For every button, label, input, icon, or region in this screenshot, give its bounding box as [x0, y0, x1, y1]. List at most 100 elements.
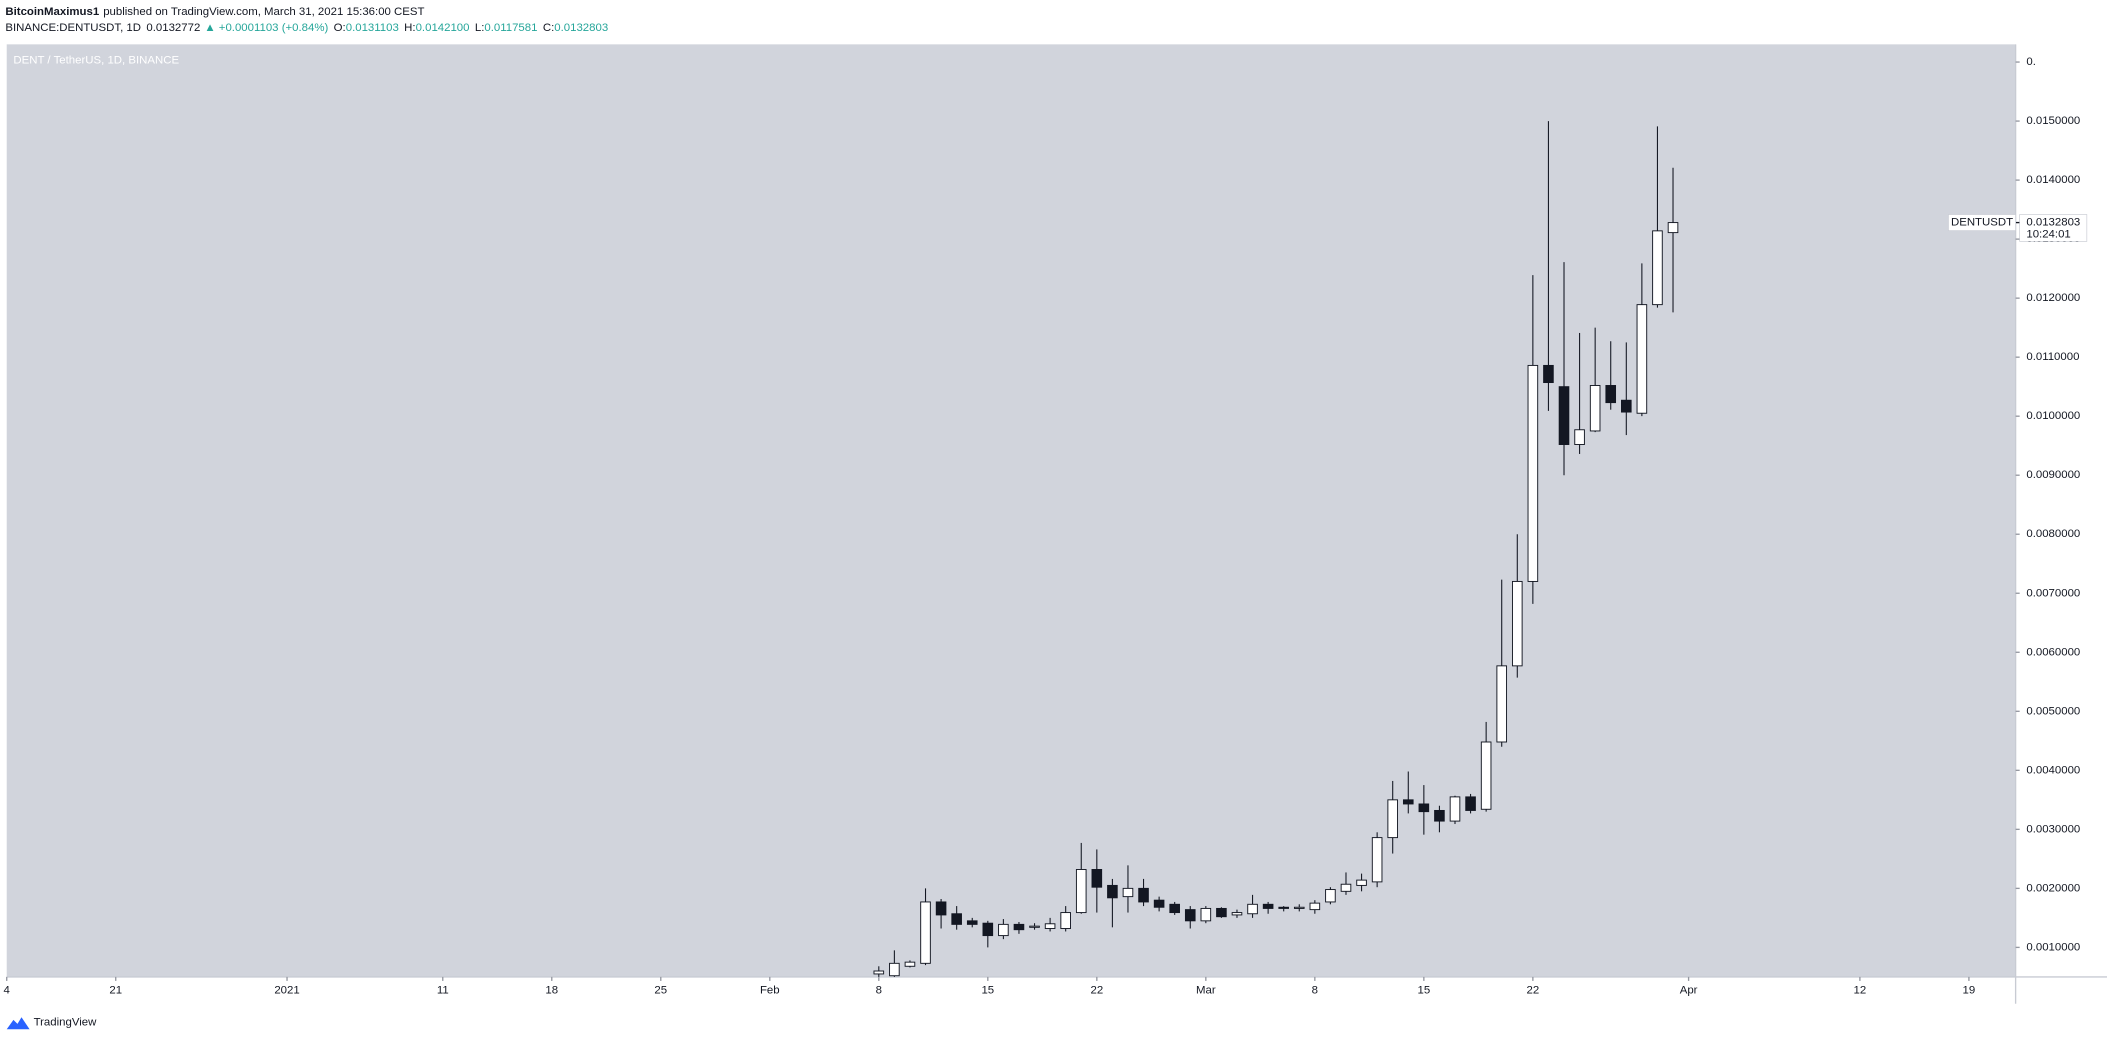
candle-up — [889, 962, 900, 977]
price-tag-value: 0.0132803 — [2026, 217, 2080, 229]
x-tick-label: 2021 — [274, 984, 299, 996]
candle-up — [1356, 879, 1367, 886]
y-tick-label: 0.0080000 — [2026, 528, 2080, 540]
candle-up — [998, 923, 1009, 937]
x-tick-label: 8 — [876, 984, 882, 996]
x-tick-label: 18 — [545, 984, 558, 996]
brand[interactable]: TradingView — [34, 1017, 98, 1029]
candle-up — [1231, 912, 1243, 916]
x-tick-label: 11 — [437, 984, 449, 996]
x-tick-label: Feb — [760, 984, 780, 996]
candle-up — [1044, 923, 1056, 929]
candle-down — [1605, 385, 1617, 404]
candle-down — [935, 901, 947, 916]
candle-up — [1636, 304, 1648, 414]
symbol-line: BINANCE:DENTUSDT, 1D 0.0132772 ▲ +0.000110… — [5, 22, 608, 34]
y-tick-label: 0.0020000 — [2026, 882, 2080, 894]
candle-up — [904, 961, 916, 967]
currency[interactable]: USDT — [2044, 53, 2075, 65]
author[interactable]: BitcoinMaximus1 — [5, 6, 99, 18]
x-tick-label: 4 — [4, 984, 11, 996]
x-tick-label: 12 — [1854, 984, 1867, 996]
last-price: 0.0132772 — [146, 22, 200, 34]
candle-down — [1013, 923, 1025, 931]
candle-down — [1278, 906, 1289, 909]
candle-down — [1091, 869, 1103, 888]
x-tick-label: 21 — [109, 984, 122, 996]
y-tick-label: 0.0140000 — [2026, 174, 2080, 186]
candle-up — [1527, 364, 1539, 582]
candle-up — [1200, 907, 1212, 922]
ohlc-label: L: — [475, 22, 485, 34]
candle-up — [1574, 429, 1585, 445]
x-tick-label: 22 — [1527, 984, 1540, 996]
candle-up — [1371, 837, 1383, 883]
candle-down — [951, 913, 962, 925]
candle-down — [1558, 386, 1570, 445]
candle-down — [982, 922, 994, 937]
price-tag-countdown: 10:24:01 — [2026, 229, 2070, 241]
candle-down — [1621, 399, 1632, 413]
x-tick-label: 15 — [1418, 984, 1431, 996]
candle-up — [873, 970, 885, 975]
y-tick-label: 0.0050000 — [2026, 705, 2080, 717]
ohlc-value: 0.0132803 — [554, 22, 608, 34]
candle-down — [1184, 909, 1196, 922]
candles — [873, 121, 1679, 977]
candle-up — [1325, 889, 1336, 903]
candle-down — [1169, 903, 1180, 914]
x-tick-label: 8 — [1312, 984, 1318, 996]
candle-up — [1480, 741, 1492, 810]
x-tick-label: 22 — [1090, 984, 1103, 996]
y-tick-label: 0.0100000 — [2026, 410, 2080, 422]
candle-down — [1418, 803, 1430, 813]
ohlc-value: 0.0117581 — [484, 22, 537, 34]
publish-line: BitcoinMaximus1 published on TradingView.… — [5, 6, 424, 18]
candle-up — [1309, 902, 1321, 911]
candle-down — [1138, 887, 1149, 903]
y-tick-label: 0.0040000 — [2026, 764, 2080, 776]
y-tick-label: 0.0150000 — [2026, 115, 2080, 127]
logo — [6, 1017, 30, 1030]
x-tick-label: Mar — [1196, 984, 1216, 996]
price-tag — [2019, 214, 2088, 242]
logo-mark — [6, 1017, 30, 1030]
plot-area — [6, 44, 2016, 977]
symbol: BINANCE:DENTUSDT, 1D — [5, 22, 141, 34]
candle-down — [1543, 364, 1554, 384]
ohlc-value: 0.0142100 — [416, 22, 470, 34]
price-tag-symbol-text: DENTUSDT — [1951, 217, 2013, 229]
candle-down — [1107, 884, 1118, 899]
y-tick-label: 0.0090000 — [2026, 469, 2080, 481]
candle-up — [1075, 869, 1087, 914]
ohlc-label: O: — [334, 22, 346, 34]
ohlc-label: C: — [543, 22, 554, 34]
chart-title: DENT / TetherUS, 1D, BINANCE — [13, 54, 179, 66]
candle-up — [1340, 883, 1352, 892]
y-tick-label: 0.0030000 — [2026, 823, 2080, 835]
candle-up — [1496, 665, 1508, 743]
x-tick-label: 15 — [981, 984, 994, 996]
x-tick-label: 19 — [1963, 984, 1976, 996]
candle-up — [1589, 385, 1601, 432]
candle-up — [1060, 912, 1071, 929]
candle-up — [1511, 580, 1523, 667]
y-tick-label: 0.0110000 — [2026, 351, 2079, 363]
candle-down — [966, 920, 978, 925]
y-tick-label: 0. — [2026, 56, 2036, 68]
candle-up — [1449, 796, 1461, 822]
candle-up — [1667, 222, 1679, 234]
change: ▲ +0.0001103 (+0.84%) — [204, 22, 328, 34]
candle-up — [1652, 230, 1663, 306]
candle-up — [1247, 903, 1258, 915]
x-tick-label: 25 — [654, 984, 667, 996]
y-tick-label: 0.0070000 — [2026, 587, 2080, 599]
candle-down — [1153, 899, 1165, 908]
candle-up — [1029, 925, 1040, 928]
ohlc-label: H: — [404, 22, 415, 34]
price-tag-symbol — [1948, 214, 2016, 231]
candle-up — [1293, 906, 1305, 909]
candle-down — [1434, 809, 1445, 822]
